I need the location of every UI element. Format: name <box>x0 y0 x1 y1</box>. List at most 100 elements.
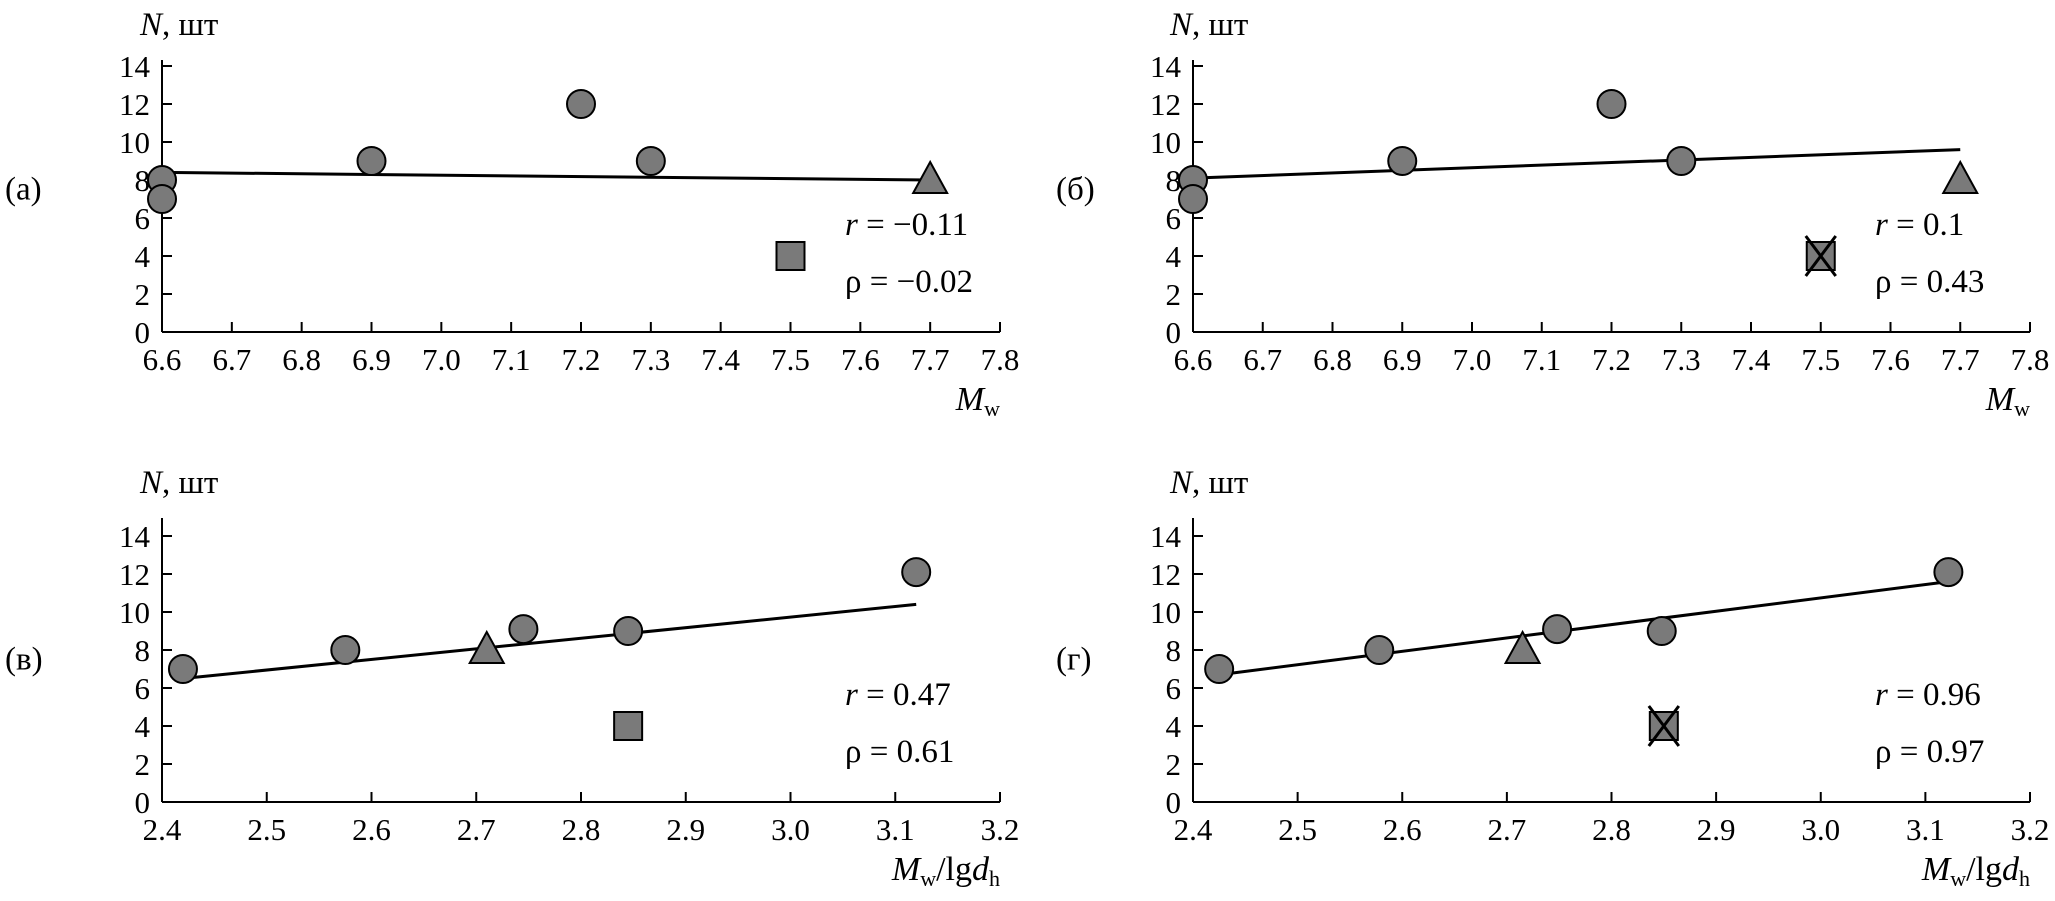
y-tick-label: 0 <box>1166 315 1182 350</box>
x-tick-label: 2.4 <box>143 812 182 847</box>
y-tick-label: 10 <box>1150 595 1181 630</box>
y-tick-label: 8 <box>1166 163 1182 198</box>
y-axis-label: N, шт <box>139 465 218 501</box>
y-tick-label: 12 <box>119 557 150 592</box>
circle-point <box>508 614 539 645</box>
circle-point <box>1204 654 1235 684</box>
x-axis-label: Mw <box>955 381 1000 421</box>
y-tick-label: 12 <box>1150 557 1181 592</box>
x-tick-label: 2.8 <box>562 812 601 847</box>
circle-point <box>635 146 666 176</box>
panel-label: (б) <box>1056 172 1095 208</box>
triangle-point <box>1503 629 1542 664</box>
x-tick-label: 6.7 <box>212 342 251 377</box>
x-tick-label: 2.5 <box>1278 812 1317 847</box>
x-tick-label: 2.6 <box>1383 812 1422 847</box>
x-tick-label: 2.9 <box>1697 812 1736 847</box>
x-axis-label: Mw/lgdh <box>891 851 1000 891</box>
x-tick-label: 7.2 <box>1592 342 1631 377</box>
x-tick-label: 7.0 <box>422 342 461 377</box>
circle-point <box>1178 184 1208 214</box>
x-tick-label: 6.9 <box>1383 342 1422 377</box>
circle-point <box>613 616 644 646</box>
circle-point <box>566 89 596 119</box>
y-tick-label: 2 <box>1166 747 1182 782</box>
y-tick-label: 4 <box>135 709 151 744</box>
circle-point <box>1646 616 1677 646</box>
x-tick-label: 3.2 <box>2011 812 2050 847</box>
x-tick-label: 3.2 <box>981 812 1020 847</box>
x-tick-label: 7.3 <box>1662 342 1701 377</box>
y-tick-label: 6 <box>135 201 151 236</box>
circle-point <box>1933 557 1964 588</box>
x-tick-label: 3.1 <box>876 812 915 847</box>
square-point <box>613 711 644 741</box>
trend-line <box>1192 148 1961 180</box>
y-tick-label: 6 <box>1166 201 1182 236</box>
panel-label: (а) <box>5 172 42 208</box>
y-tick-label: 14 <box>119 519 151 554</box>
y-tick-label: 10 <box>1150 125 1181 160</box>
y-tick-label: 12 <box>1150 87 1181 122</box>
circle-point <box>1596 89 1627 119</box>
circle-point <box>167 654 198 684</box>
y-tick-label: 2 <box>1166 277 1182 312</box>
panel-label: (в) <box>5 642 43 678</box>
x-tick-label: 2.7 <box>1488 812 1527 847</box>
x-tick-label: 7.5 <box>1801 342 1840 377</box>
cross-line <box>1647 705 1681 747</box>
x-tick-label: 7.3 <box>631 342 670 377</box>
y-tick-label: 2 <box>135 747 151 782</box>
x-tick-label: 3.1 <box>1906 812 1945 847</box>
y-tick-label: 0 <box>1166 785 1182 820</box>
circle-point <box>356 146 387 176</box>
r-coefficient: r = 0.96 <box>1875 677 1981 713</box>
circle-point <box>1542 614 1573 645</box>
x-tick-label: 7.8 <box>981 342 1020 377</box>
rho-coefficient: ρ = 0.43 <box>1875 264 1984 300</box>
x-tick-label: 7.4 <box>1732 342 1771 377</box>
x-tick-label: 2.8 <box>1592 812 1631 847</box>
x-tick-label: 7.7 <box>1941 342 1980 377</box>
x-tick-label: 7.1 <box>1522 342 1561 377</box>
trend-line <box>1218 580 1949 677</box>
circle-point <box>1666 146 1697 176</box>
y-axis-label: N, шт <box>139 7 218 43</box>
triangle-point <box>911 159 949 194</box>
x-tick-label: 7.1 <box>492 342 531 377</box>
x-axis-label: Mw <box>1985 381 2030 421</box>
y-tick-label: 4 <box>1166 239 1182 274</box>
y-axis-label: N, шт <box>1169 7 1248 43</box>
x-tick-label: 6.6 <box>143 342 182 377</box>
x-tick-label: 6.7 <box>1243 342 1282 377</box>
r-coefficient: r = −0.11 <box>845 207 968 243</box>
x-tick-label: 2.9 <box>666 812 705 847</box>
r-coefficient: r = 0.1 <box>1875 207 1964 243</box>
y-tick-label: 8 <box>135 163 151 198</box>
circle-point <box>147 184 177 214</box>
triangle-point <box>468 629 506 664</box>
panel-label: (г) <box>1056 642 1092 678</box>
x-tick-label: 7.5 <box>771 342 810 377</box>
x-axis-label: Mw/lgdh <box>1921 851 2030 891</box>
x-tick-label: 6.9 <box>352 342 391 377</box>
x-tick-label: 2.7 <box>457 812 496 847</box>
trend-line <box>182 602 917 680</box>
r-coefficient: r = 0.47 <box>845 677 951 713</box>
x-tick-label: 7.6 <box>841 342 880 377</box>
x-tick-label: 7.8 <box>2011 342 2050 377</box>
rho-coefficient: ρ = −0.02 <box>845 264 973 300</box>
x-tick-label: 7.2 <box>562 342 601 377</box>
y-tick-label: 8 <box>135 633 151 668</box>
circle-point <box>330 635 361 665</box>
x-tick-label: 6.8 <box>1313 342 1352 377</box>
cross-line <box>1804 235 1837 277</box>
trend-line <box>161 170 931 182</box>
x-tick-label: 2.6 <box>352 812 391 847</box>
x-tick-label: 7.6 <box>1871 342 1910 377</box>
y-axis-label: N, шт <box>1169 465 1248 501</box>
